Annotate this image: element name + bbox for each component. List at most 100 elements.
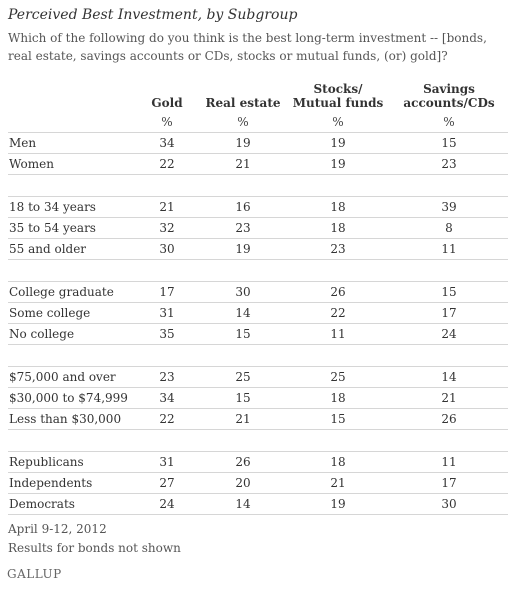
data-cell: 15	[390, 281, 508, 303]
header-blank	[8, 82, 134, 112]
data-cell: 25	[286, 366, 390, 388]
data-cell: 16	[200, 196, 286, 218]
data-cell: 31	[134, 451, 200, 473]
data-cell: 17	[390, 302, 508, 324]
data-cell: 22	[134, 153, 200, 175]
spacer-cell	[390, 344, 508, 367]
row-label: No college	[8, 323, 134, 345]
row-label: Republicans	[8, 451, 134, 473]
column-header: Stocks/Mutual funds	[292, 82, 384, 110]
row-label: College graduate	[8, 281, 134, 303]
table-row: Democrats 24 14 19 30	[8, 493, 508, 515]
spacer-cell	[286, 259, 390, 282]
survey-date: April 9-12, 2012	[8, 522, 107, 536]
unit-label: %	[286, 112, 390, 133]
table-row: No college 35 15 11 24	[8, 323, 508, 345]
data-cell: 32	[134, 217, 200, 239]
spacer-cell	[8, 429, 134, 452]
row-label: 18 to 34 years	[8, 196, 134, 218]
data-cell: 26	[200, 451, 286, 473]
data-cell: 19	[286, 132, 390, 154]
data-cell: 30	[390, 493, 508, 515]
spacer-cell	[200, 429, 286, 452]
data-cell: 30	[200, 281, 286, 303]
group-spacer	[8, 344, 508, 367]
row-label: $75,000 and over	[8, 366, 134, 388]
data-cell: 14	[200, 493, 286, 515]
data-cell: 22	[286, 302, 390, 324]
data-cell: 21	[390, 387, 508, 409]
gallup-logo: GALLUP	[7, 567, 62, 581]
data-cell: 26	[286, 281, 390, 303]
spacer-cell	[134, 429, 200, 452]
table-row: Republicans 31 26 18 11	[8, 451, 508, 473]
spacer-cell	[134, 259, 200, 282]
data-cell: 17	[134, 281, 200, 303]
data-cell: 15	[390, 132, 508, 154]
data-cell: 18	[286, 451, 390, 473]
row-label: $30,000 to $74,999	[8, 387, 134, 409]
table-row: $75,000 and over 23 25 25 14	[8, 366, 508, 388]
spacer-cell	[286, 174, 390, 197]
table-row: Men 34 19 19 15	[8, 132, 508, 154]
data-cell: 11	[286, 323, 390, 345]
table-row: Independents 27 20 21 17	[8, 472, 508, 494]
data-cell: 24	[390, 323, 508, 345]
row-label: Less than $30,000	[8, 408, 134, 430]
row-label: Independents	[8, 472, 134, 494]
group-spacer	[8, 259, 508, 282]
data-cell: 27	[134, 472, 200, 494]
spacer-cell	[8, 259, 134, 282]
results-table: Gold Real estate Stocks/Mutual funds Saving…	[8, 82, 508, 515]
table-row: 55 and older 30 19 23 11	[8, 238, 508, 260]
row-label: 55 and older	[8, 238, 134, 260]
spacer-cell	[8, 174, 134, 197]
row-label: Women	[8, 153, 134, 175]
table-row: Women 22 21 19 23	[8, 153, 508, 175]
data-cell: 15	[200, 323, 286, 345]
group-spacer	[8, 174, 508, 197]
data-cell: 19	[200, 132, 286, 154]
spacer-cell	[390, 174, 508, 197]
column-header: Savings accounts/CDs	[403, 82, 495, 110]
data-cell: 18	[286, 196, 390, 218]
survey-question: Which of the following do you think is t…	[8, 31, 487, 63]
data-cell: 14	[390, 366, 508, 388]
row-label: 35 to 54 years	[8, 217, 134, 239]
data-cell: 21	[200, 408, 286, 430]
data-cell: 22	[134, 408, 200, 430]
data-cell: 26	[390, 408, 508, 430]
data-cell: 18	[286, 217, 390, 239]
spacer-cell	[200, 259, 286, 282]
data-cell: 23	[286, 238, 390, 260]
data-cell: 34	[134, 387, 200, 409]
data-cell: 31	[134, 302, 200, 324]
data-cell: 15	[286, 408, 390, 430]
data-cell: 21	[134, 196, 200, 218]
table-row: $30,000 to $74,999 34 15 18 21	[8, 387, 508, 409]
header-row: Gold Real estate Stocks/Mutual funds Saving…	[8, 82, 508, 112]
data-cell: 18	[286, 387, 390, 409]
table-row: College graduate 17 30 26 15	[8, 281, 508, 303]
data-cell: 11	[390, 451, 508, 473]
table-row: Less than $30,000 22 21 15 26	[8, 408, 508, 430]
unit-label: %	[134, 112, 200, 133]
unit-label: %	[390, 112, 508, 133]
footnote: Results for bonds not shown	[8, 541, 181, 555]
data-cell: 30	[134, 238, 200, 260]
table-row: 35 to 54 years 32 23 18 8	[8, 217, 508, 239]
group-spacer	[8, 429, 508, 452]
spacer-cell	[200, 174, 286, 197]
data-cell: 8	[390, 217, 508, 239]
column-header: Real estate	[205, 96, 281, 110]
table-row: 18 to 34 years 21 16 18 39	[8, 196, 508, 218]
chart-title: Perceived Best Investment, by Subgroup	[8, 7, 298, 23]
data-cell: 23	[134, 366, 200, 388]
data-cell: 23	[390, 153, 508, 175]
data-cell: 19	[286, 493, 390, 515]
data-cell: 21	[286, 472, 390, 494]
data-cell: 20	[200, 472, 286, 494]
spacer-cell	[200, 344, 286, 367]
data-cell: 17	[390, 472, 508, 494]
column-header: Gold	[151, 96, 183, 110]
